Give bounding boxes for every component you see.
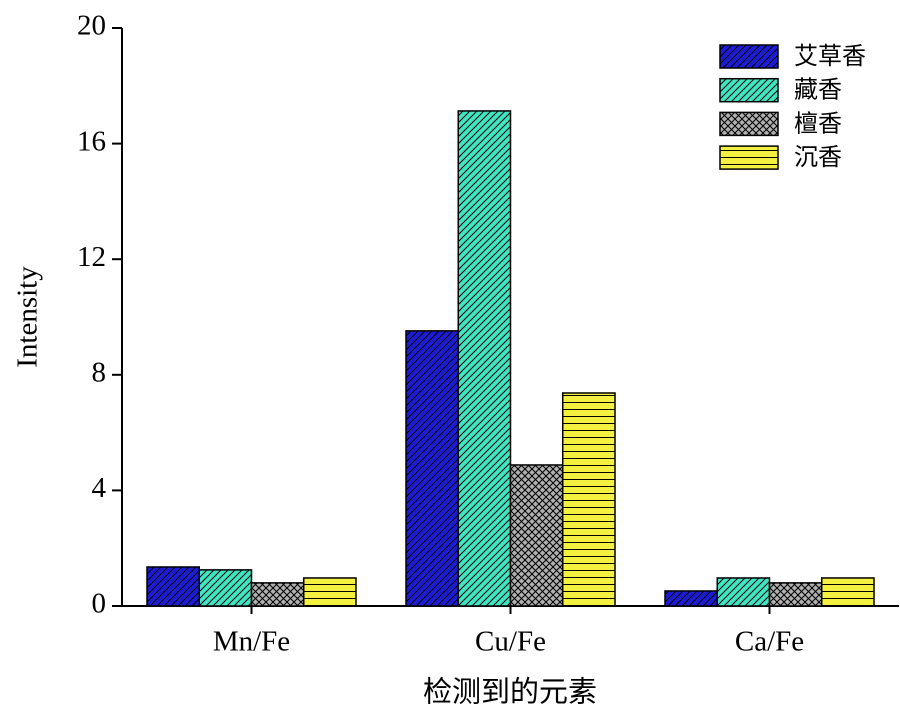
legend-swatch [719,111,779,137]
legend-label: 艾草香 [794,42,866,70]
bar [562,392,616,607]
bar [768,582,823,607]
bar [146,566,200,607]
bar [664,590,718,607]
y-tick-label: 0 [92,588,107,620]
x-tick-label: Cu/Fe [475,626,546,658]
legend-label: 檀香 [794,109,842,137]
legend-label: 沉香 [794,143,842,171]
bar [198,569,253,607]
x-tick-label: Mn/Fe [213,626,290,658]
bar [821,577,875,607]
x-tick-label: Ca/Fe [735,626,804,658]
bar [405,330,459,607]
bar [509,464,564,607]
bar [250,582,305,607]
y-tick-label: 4 [92,472,107,504]
legend-swatch [719,77,779,103]
legend-swatch [719,44,779,69]
y-tick-label: 20 [77,10,106,42]
bar [457,110,512,607]
y-tick-label: 16 [77,125,106,157]
x-axis-title: 检测到的元素 [423,676,597,709]
y-tick-label: 8 [92,356,107,388]
bar [716,577,771,607]
bar [303,577,357,607]
y-axis-title: Intensity [12,266,44,368]
legend-label: 藏香 [794,76,842,104]
legend-swatch [719,145,779,170]
y-tick-label: 12 [77,241,106,273]
